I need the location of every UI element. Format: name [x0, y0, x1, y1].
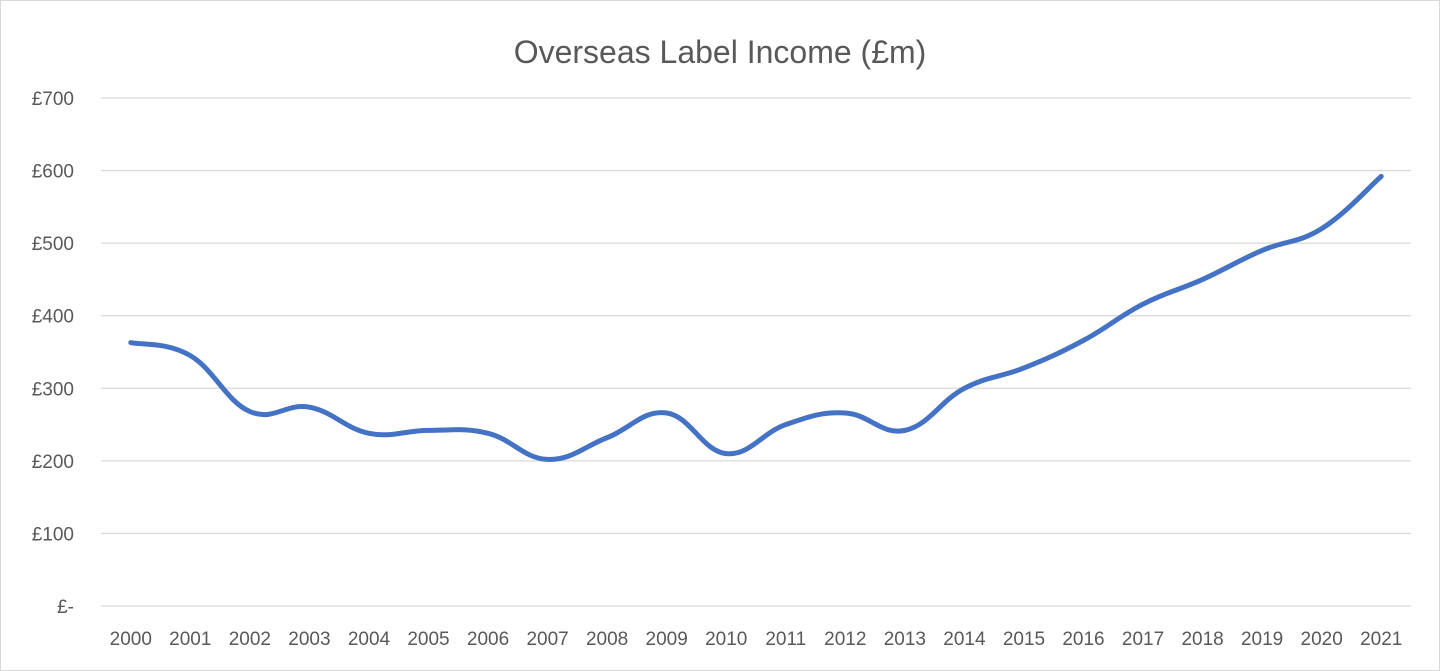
- data-point-2014: [961, 385, 967, 391]
- series-layer: [128, 173, 1384, 462]
- data-point-2016: [1081, 337, 1087, 343]
- x-tick-label: 2019: [1241, 629, 1283, 650]
- data-point-2003: [306, 404, 312, 410]
- x-tick-label: 2005: [407, 629, 449, 650]
- data-point-2020: [1319, 226, 1325, 232]
- x-tick-label: 2002: [229, 629, 271, 650]
- x-tick-label: 2020: [1301, 629, 1343, 650]
- y-tick-label: £600: [32, 162, 74, 183]
- data-point-2013: [902, 427, 908, 433]
- gridlines: [101, 97, 1411, 607]
- x-tick-label: 2016: [1062, 629, 1104, 650]
- x-tick-label: 2009: [646, 629, 688, 650]
- data-point-2017: [1140, 301, 1146, 307]
- x-tick-label: 2013: [884, 629, 926, 650]
- x-tick-label: 2008: [586, 629, 628, 650]
- data-point-2012: [842, 410, 848, 416]
- data-point-2007: [545, 456, 551, 462]
- y-tick-label: £100: [32, 524, 74, 545]
- x-tick-label: 2004: [348, 629, 391, 650]
- data-point-2001: [187, 353, 193, 359]
- x-tick-label: 2006: [467, 629, 509, 650]
- data-point-2005: [426, 427, 432, 433]
- data-point-2010: [723, 451, 729, 457]
- x-tick-label: 2001: [169, 629, 211, 650]
- x-tick-label: 2014: [943, 629, 986, 650]
- y-tick-label: £300: [32, 379, 74, 400]
- data-point-2021: [1378, 173, 1384, 179]
- x-tick-label: 2018: [1181, 629, 1223, 650]
- x-tick-label: 2010: [705, 629, 747, 650]
- data-point-2002: [247, 409, 253, 415]
- x-tick-label: 2015: [1003, 629, 1045, 650]
- x-tick-label: 2021: [1360, 629, 1402, 650]
- x-tick-label: 2011: [765, 629, 806, 650]
- data-point-2019: [1259, 247, 1265, 253]
- data-point-2015: [1021, 365, 1027, 371]
- x-tick-label: 2000: [110, 629, 152, 650]
- data-point-2009: [664, 410, 670, 416]
- y-tick-label: £400: [32, 307, 74, 328]
- y-tick-label: £500: [32, 234, 74, 255]
- data-point-2011: [783, 422, 789, 428]
- x-tick-label: 2007: [526, 629, 568, 650]
- data-point-2018: [1200, 276, 1206, 282]
- data-point-2000: [128, 340, 134, 346]
- x-tick-label: 2012: [824, 629, 866, 650]
- data-point-2008: [604, 435, 610, 441]
- x-tick-label: 2017: [1122, 629, 1164, 650]
- series-line-0: [128, 173, 1384, 462]
- y-tick-label: £200: [32, 452, 74, 473]
- y-tick-label: £-: [57, 597, 74, 618]
- x-tick-label: 2003: [288, 629, 330, 650]
- x-axis-labels: 2000 2001 2002 2003 2004 2005 2006 2007 2008 2009…: [110, 629, 1403, 650]
- data-point-2006: [485, 430, 491, 436]
- chart-title: Overseas Label Income (£m): [514, 34, 927, 70]
- data-point-2004: [366, 430, 372, 436]
- y-tick-label: £700: [32, 89, 74, 110]
- y-axis-labels: £- £100 £200 £300 £400 £500 £600 £700: [32, 89, 74, 618]
